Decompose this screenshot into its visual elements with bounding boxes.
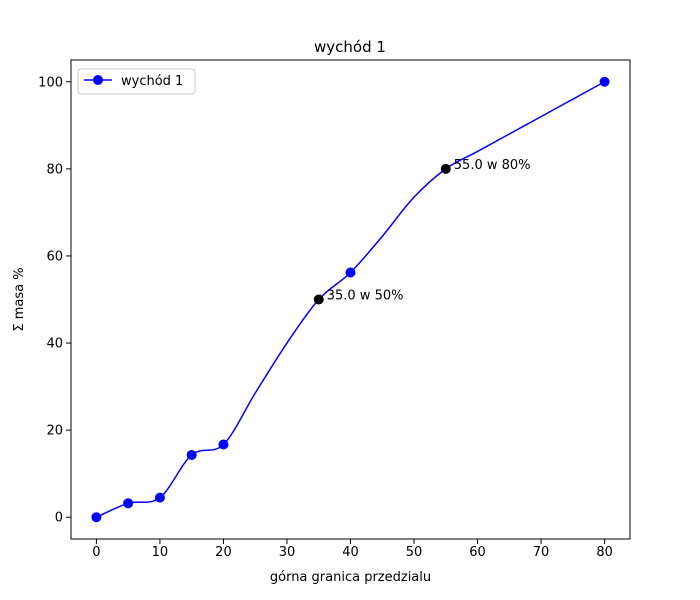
y-tick-label: 60 [46,249,63,264]
data-point [154,492,165,503]
legend-series-marker [93,75,103,85]
x-axis: 0 10 20 30 40 50 60 70 80 [92,539,613,560]
plot-area: 35.0 w 50% 55.0 w 80% [91,76,610,523]
x-tick-label: 60 [469,545,486,560]
y-tick-label: 40 [46,337,63,352]
legend-series-label: wychód 1 [121,74,183,89]
y-axis-label: Σ masa % [12,267,27,331]
x-tick-label: 0 [92,545,100,560]
legend: wychód 1 [77,68,196,95]
y-tick-label: 20 [46,424,63,439]
x-tick-label: 50 [406,545,423,560]
data-point [218,439,229,450]
annotation-label: 55.0 w 80% [454,158,531,173]
annotation-label: 35.0 w 50% [327,289,404,304]
x-axis-label: górna granica przedzialu [270,570,431,585]
data-point [345,267,356,278]
x-tick-label: 20 [215,545,232,560]
x-tick-label: 10 [152,545,169,560]
y-axis: 0 20 40 60 80 100 [38,75,71,526]
annotation-point [440,163,451,174]
y-tick-label: 80 [46,162,63,177]
chart-title: wychód 1 [314,38,386,56]
legend-box [77,68,196,95]
x-tick-label: 30 [279,545,296,560]
data-point [599,76,610,87]
x-tick-label: 70 [533,545,550,560]
x-tick-label: 80 [596,545,613,560]
data-point [186,449,197,460]
annotation-point [313,294,324,305]
data-point [91,512,102,523]
y-tick-label: 100 [38,75,63,90]
x-tick-label: 40 [342,545,359,560]
y-tick-label: 0 [55,511,63,526]
data-point [123,498,134,509]
